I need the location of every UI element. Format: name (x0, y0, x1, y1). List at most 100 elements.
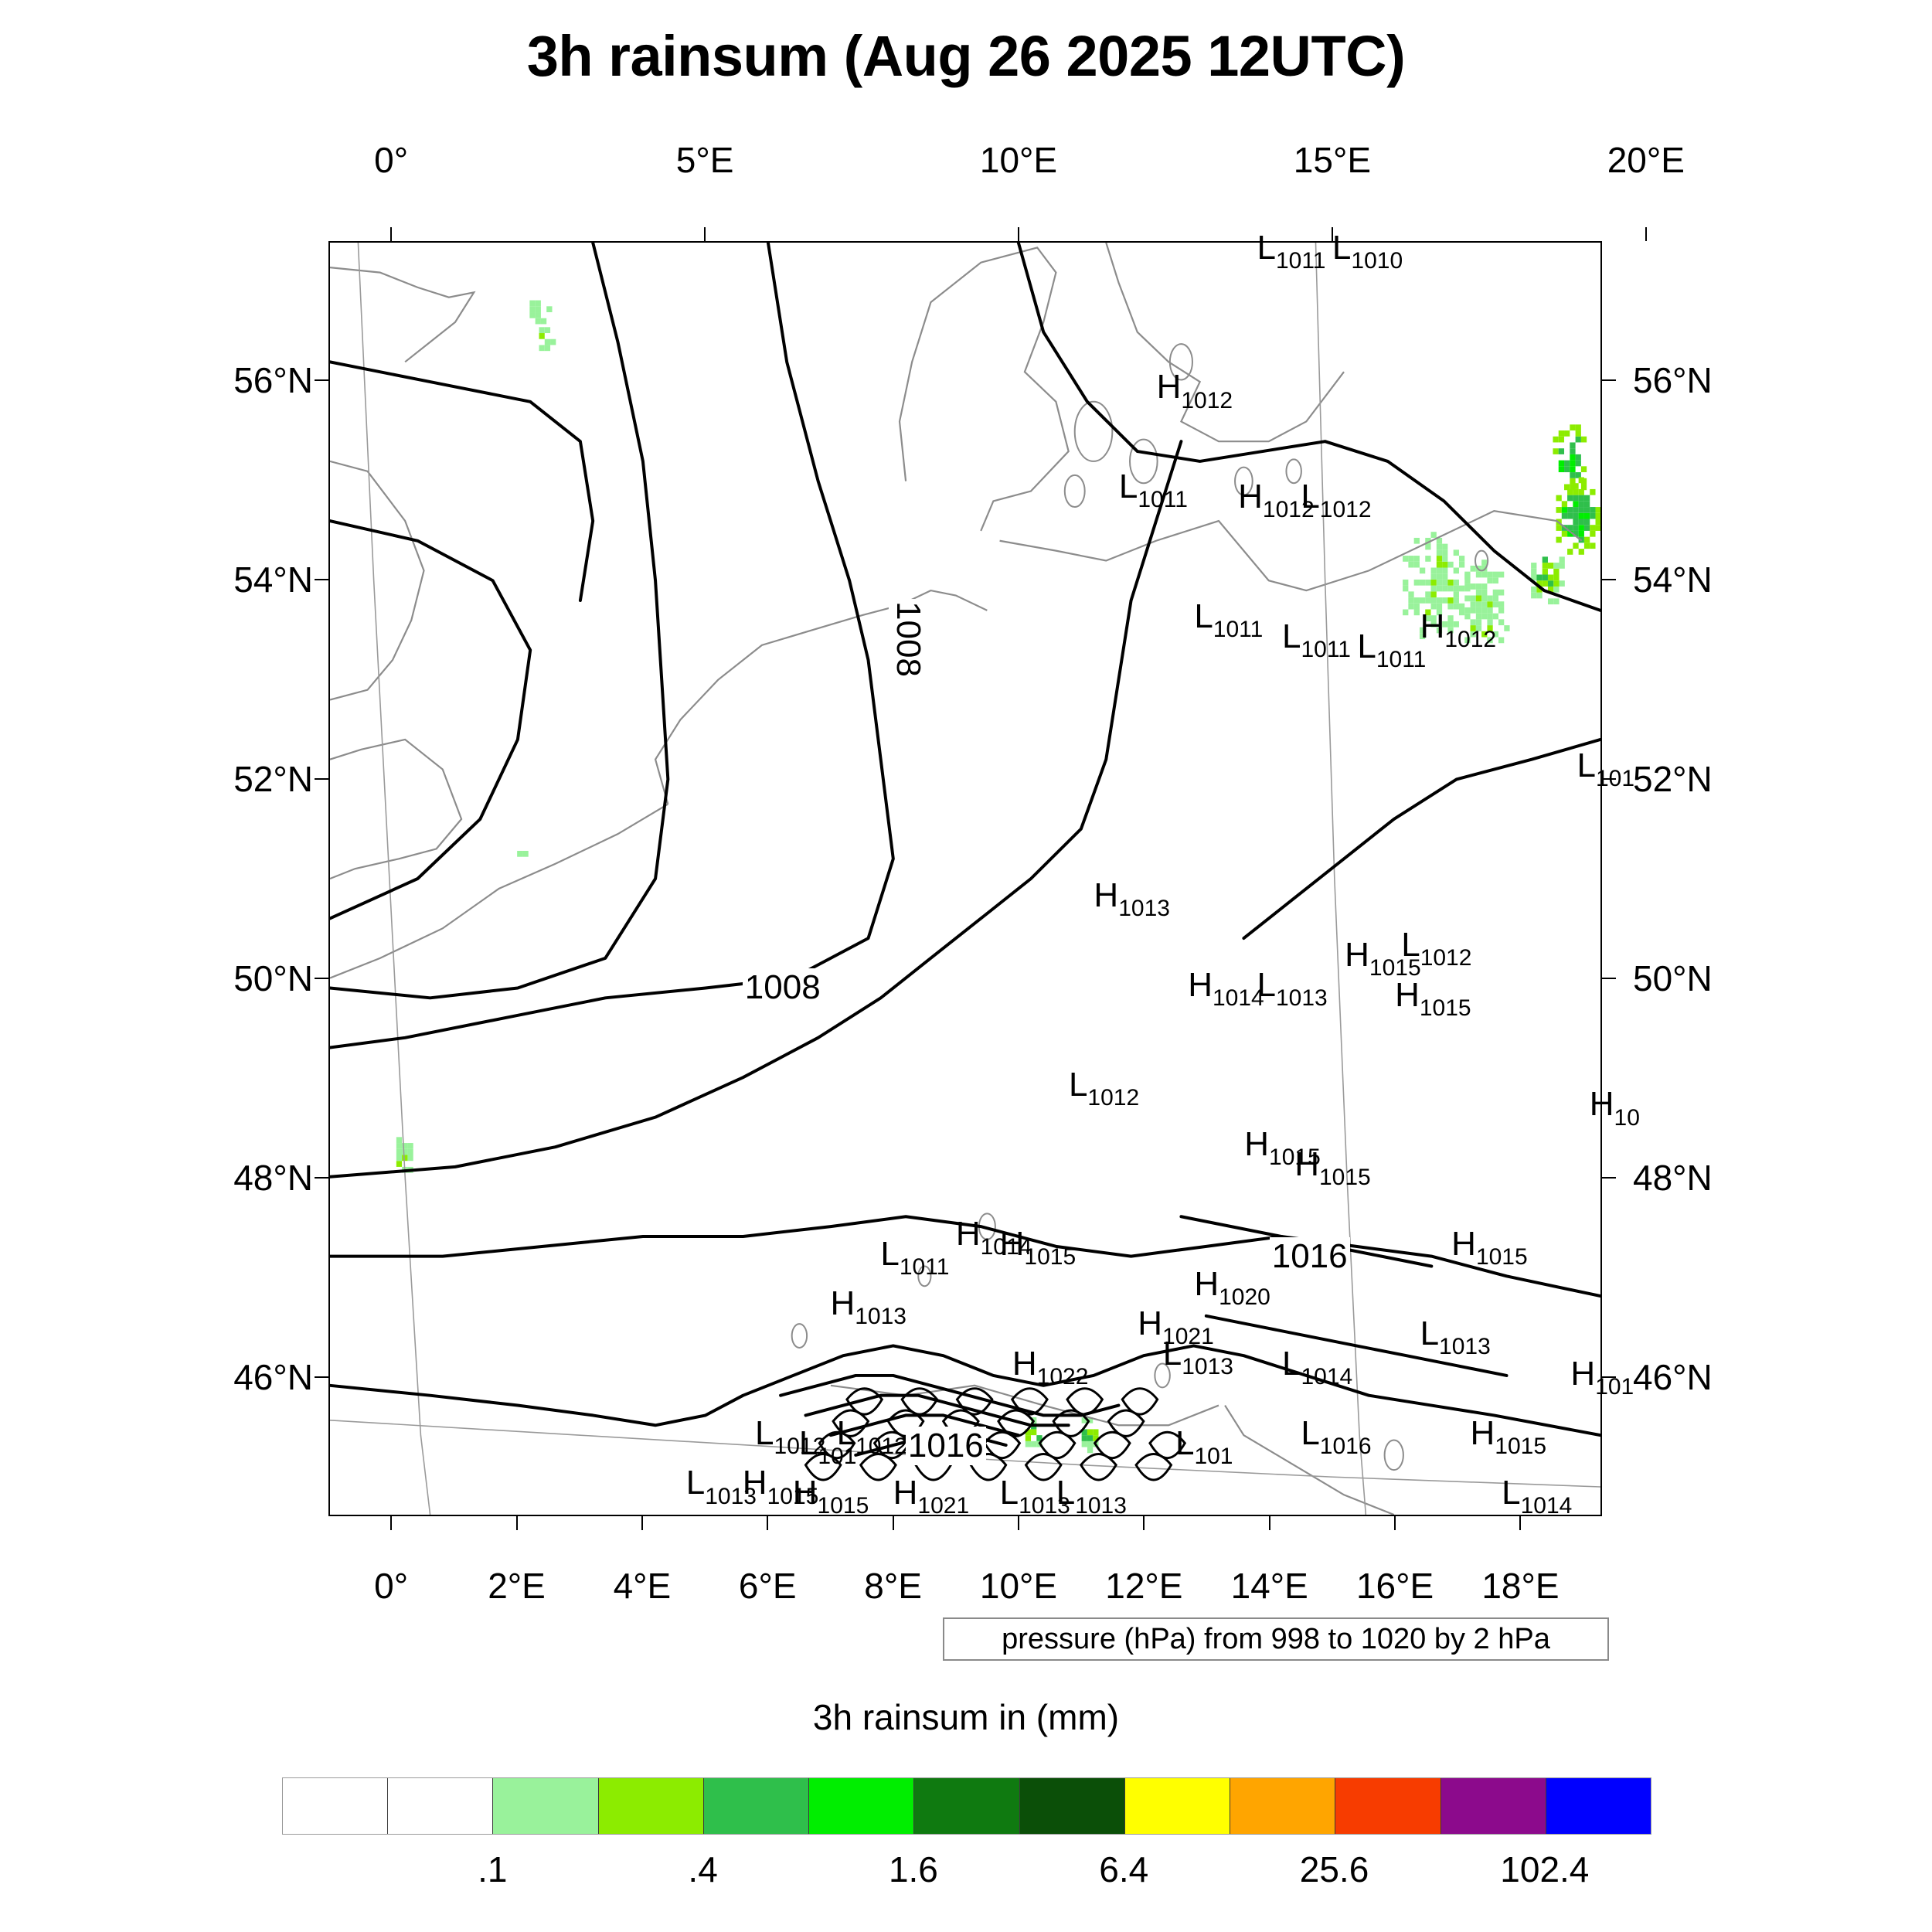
colorbar-segment-6[interactable] (914, 1778, 1020, 1834)
precip-cell-8-2-12 (1464, 577, 1471, 584)
precip-cell-6-3-5 (1542, 574, 1548, 581)
precip-cell-5-8-7 (1595, 512, 1600, 519)
colorbar-segment-2[interactable] (493, 1778, 599, 1834)
precip-cell-6-3-8 (1542, 556, 1548, 563)
pressure-center-value: 1012 (1319, 497, 1372, 523)
precip-cell-7-10-3 (1453, 621, 1459, 628)
colorbar-segment-12[interactable] (1546, 1778, 1651, 1834)
colorbar-segment-1[interactable] (388, 1778, 494, 1834)
pressure-center-high-4: H1012 (1238, 480, 1315, 522)
isobar-contour-2 (330, 243, 670, 1000)
precip-cell-0-3-3 (540, 318, 547, 325)
pressure-legend-text: pressure (hPa) from 998 to 1020 by 2 hPa (1002, 1622, 1550, 1655)
colorbar-segment-9[interactable] (1230, 1778, 1336, 1834)
isobar-contour-6 (1242, 737, 1600, 940)
precip-cell-6-1-5 (1531, 574, 1537, 581)
precip-cell-8-5-7 (1481, 607, 1488, 614)
map-plot-area[interactable] (328, 241, 1602, 1516)
precip-cell-5-2-4 (1561, 530, 1568, 537)
precip-cell-5-6-3 (1583, 536, 1590, 543)
precip-cell-7-7-14 (1436, 556, 1443, 562)
colorbar-segment-10[interactable] (1335, 1778, 1441, 1834)
precip-cell-4-2-7 (1558, 448, 1565, 454)
pressure-center-low-7: L1011 (1282, 619, 1351, 661)
pressure-center-type: L (685, 1464, 706, 1502)
pressure-center-type: L (1118, 468, 1138, 506)
axis-tick-top-0 (390, 227, 393, 241)
precip-cell-8-4-5 (1475, 619, 1482, 626)
precip-cell-4-5-9 (1575, 436, 1581, 443)
axis-tick-bottom-6 (1143, 1516, 1145, 1530)
pressure-center-value: 1022 (1036, 1363, 1089, 1389)
coastline-6 (999, 510, 1583, 592)
precip-cell-3-2-2 (396, 1161, 403, 1167)
axis-tick-top-2 (1018, 227, 1019, 241)
axis-label-left-4: 48°N (233, 1157, 313, 1198)
precip-cell-8-3-11 (1470, 583, 1476, 590)
pressure-center-value: 1011 (1376, 646, 1427, 672)
precip-cell-3-2-5 (396, 1143, 403, 1149)
pressure-center-value: 1013 (1275, 985, 1328, 1011)
precip-cell-8-6-13 (1487, 571, 1493, 578)
colorbar-segment-11[interactable] (1440, 1778, 1546, 1834)
precip-cell-8-2-9 (1464, 595, 1471, 602)
graticule-meridian-15 (1315, 243, 1367, 1515)
pressure-center-low-28: L1013 (1163, 1336, 1233, 1378)
colorbar-segment-5[interactable] (809, 1778, 915, 1834)
precip-cell-5-4-2 (1573, 543, 1579, 549)
pressure-center-value: 101 (1596, 766, 1635, 792)
pressure-center-value: 1015 (1495, 1434, 1547, 1460)
precip-cell-7-6-12 (1430, 567, 1437, 574)
axis-label-bottom-8: 16°E (1355, 1566, 1434, 1606)
axis-label-top-0: 0° (374, 140, 409, 180)
axis-label-top-2: 10°E (979, 140, 1058, 180)
precip-cell-7-8-11 (1442, 573, 1448, 580)
precip-cell-6-1-7 (1531, 563, 1537, 569)
precip-cell-9-1-1 (1025, 1440, 1032, 1447)
pressure-center-low-8: L1011 (1357, 629, 1426, 671)
axis-tick-bottom-4 (892, 1516, 894, 1530)
precip-cell-8-4-10 (1475, 589, 1482, 596)
pressure-center-high-26: H1020 (1194, 1267, 1270, 1308)
precip-cell-5-4-10 (1573, 495, 1579, 502)
precip-cell-1-1-3 (539, 333, 545, 339)
isobar-contour-9 (779, 1373, 1121, 1417)
precip-cell-5-4-8 (1573, 507, 1579, 513)
colorbar-segment-4[interactable] (703, 1778, 810, 1834)
axis-tick-right-2 (1602, 778, 1616, 781)
colorbar-segment-0[interactable] (283, 1778, 389, 1834)
colorbar-segment-3[interactable] (598, 1778, 704, 1834)
precip-cell-7-4-1 (1419, 633, 1426, 640)
pressure-center-type: H (1012, 1344, 1037, 1383)
pressure-center-value: 101 (818, 1443, 857, 1469)
precip-cell-6-6-7 (1559, 563, 1565, 569)
precip-cell-6-3-4 (1542, 580, 1548, 587)
isobar-alpine-loop-17 (1038, 1430, 1077, 1459)
pressure-center-high-20: H10 (1590, 1087, 1640, 1129)
precip-cell-6-1-3 (1531, 586, 1537, 593)
colorbar[interactable] (282, 1777, 1651, 1835)
precip-cell-7-5-7 (1425, 597, 1431, 604)
precip-cell-6-1-2 (1531, 592, 1537, 599)
precip-cell-4-4-1 (1570, 484, 1576, 491)
precip-cell-9-2-3 (1031, 1429, 1037, 1436)
pressure-center-type: L (1502, 1474, 1521, 1512)
precip-cell-4-4-8 (1570, 442, 1576, 449)
coastline-island-10 (1285, 458, 1302, 485)
precip-cell-4-3-1 (1564, 484, 1570, 491)
precip-cell-7-6-6 (1430, 603, 1437, 610)
precip-cell-4-1-9 (1553, 436, 1559, 443)
isobar-alpine-loop-3 (845, 1387, 884, 1416)
precip-cell-5-4-7 (1573, 512, 1579, 519)
colorbar-segment-7[interactable] (1019, 1778, 1125, 1834)
axis-label-left-0: 56°N (233, 360, 313, 401)
precip-cell-5-4-6 (1573, 519, 1579, 526)
axis-tick-top-1 (704, 227, 706, 241)
precip-cell-3-2-6 (396, 1137, 403, 1144)
pressure-center-type: L (1056, 1474, 1076, 1512)
precip-cell-8-4-4 (1475, 625, 1482, 631)
pressure-center-value: 1012 (1420, 945, 1472, 971)
colorbar-segment-8[interactable] (1124, 1778, 1231, 1834)
precip-cell-3-2-4 (396, 1148, 403, 1155)
precip-cell-10-1-5 (1081, 1417, 1087, 1423)
